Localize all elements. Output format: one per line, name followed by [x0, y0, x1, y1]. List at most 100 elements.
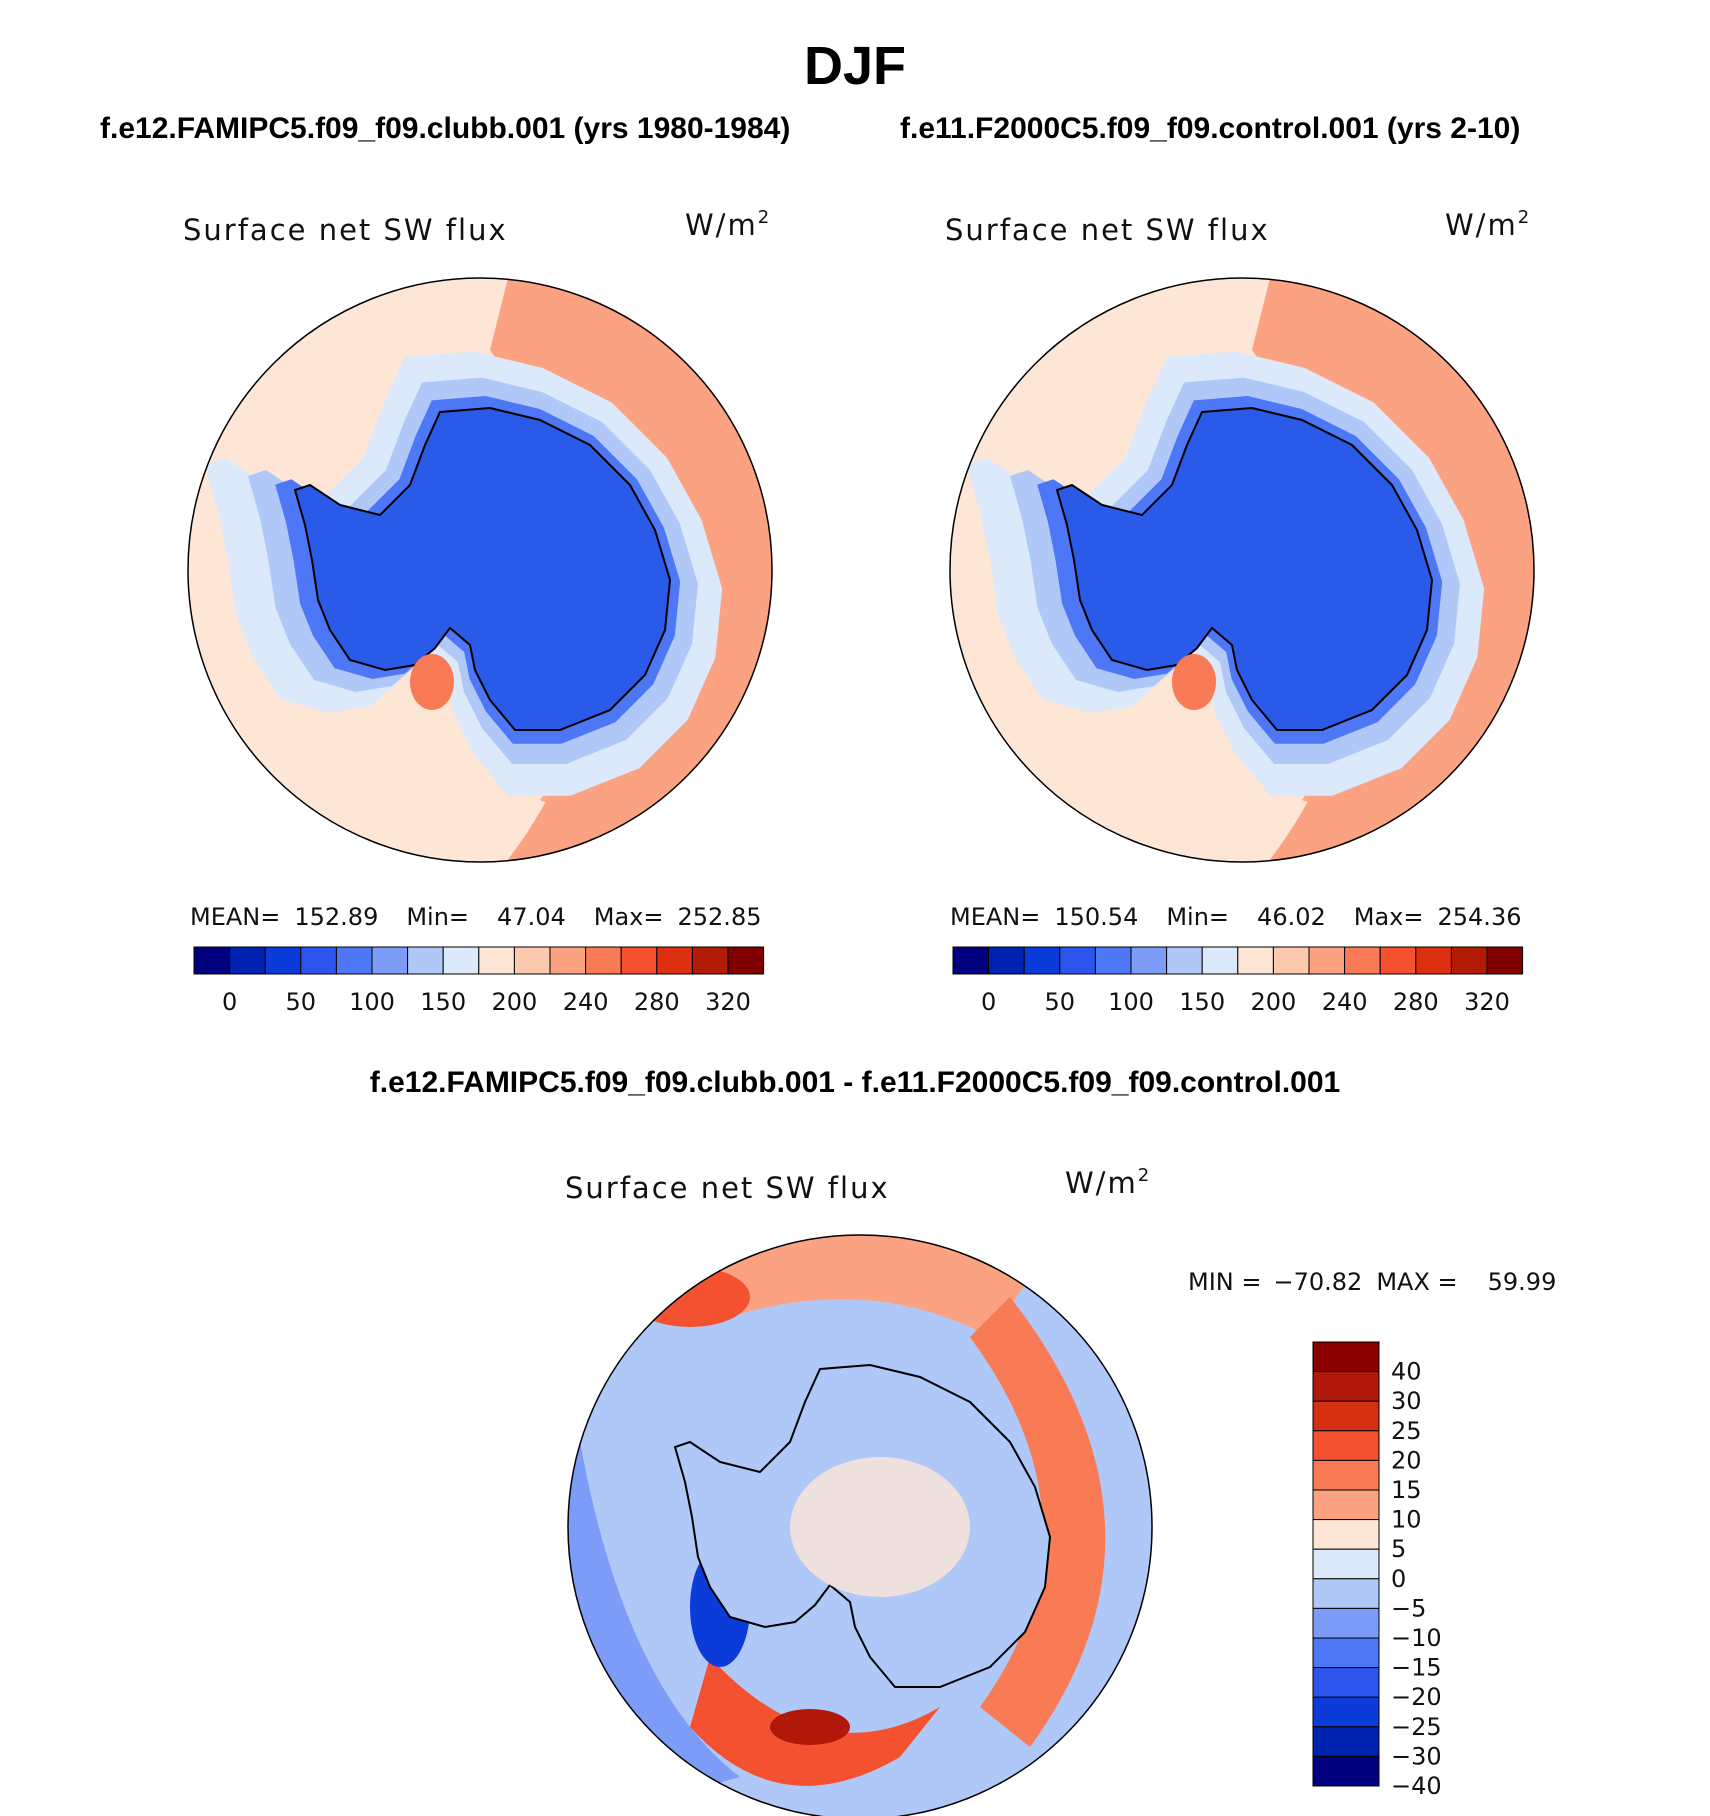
colorbar-tick-label: −15: [1391, 1654, 1442, 1682]
panel-clubb: Surface net SW flux W/m2 MEAN= 152.89 Min=…: [183, 207, 773, 1016]
colorbar-tick-label: 240: [563, 988, 609, 1016]
colorbar-cell: [1312, 1430, 1380, 1461]
colorbar-cell: [1312, 1578, 1380, 1609]
colorbar-cell: [585, 946, 622, 975]
colorbar: 0 50 100 150 200 240 280 320: [952, 946, 1524, 1016]
colorbar-cell: [193, 946, 231, 975]
colorbar-cell: [1312, 1726, 1380, 1757]
colorbar-tick-label: 320: [705, 988, 751, 1016]
colorbar-cell: [407, 946, 444, 975]
colorbar-tick-label: −10: [1391, 1624, 1442, 1652]
panel-units: W/m2: [1445, 207, 1531, 242]
subtitle-right: f.e11.F2000C5.f09_f09.control.001 (yrs 2…: [900, 112, 1520, 145]
colorbar-cell: [1272, 946, 1310, 975]
colorbar-cell: [727, 946, 765, 975]
colorbar-tick-label: 200: [491, 988, 537, 1016]
colorbar-cell: [1201, 946, 1239, 975]
colorbar-tick-label: 10: [1391, 1506, 1422, 1534]
colorbar-tick-label: 15: [1391, 1476, 1422, 1504]
colorbar-cell: [229, 946, 266, 975]
colorbar-tick-label: 5: [1391, 1535, 1406, 1563]
colorbar-tick-label: 20: [1391, 1446, 1422, 1474]
colorbar-cell: [1023, 946, 1061, 975]
colorbar-cell: [478, 946, 515, 975]
colorbar-cell: [620, 946, 658, 975]
subtitle-left: f.e12.FAMIPC5.f09_f09.clubb.001 (yrs 198…: [100, 112, 790, 145]
positive-band-east: [970, 1297, 1106, 1747]
interior-anomaly: [790, 1457, 970, 1597]
colorbar-cell: [1379, 946, 1417, 975]
min-max-line: MIN = −70.82 MAX = 59.99: [1188, 1268, 1556, 1296]
colorbar-cell: [1094, 946, 1132, 975]
colorbar-cell: [1312, 1755, 1380, 1787]
panel-difference: Surface net SW flux W/m2 MIN = −70.82 MAX …: [565, 1165, 1556, 1816]
colorbar-tick-label: −25: [1391, 1713, 1442, 1741]
colorbar-cell: [1312, 1400, 1380, 1432]
map-border: [187, 277, 773, 863]
colorbar-cell: [1312, 1548, 1380, 1580]
panel-units: W/m2: [1065, 1165, 1151, 1200]
antarctica-ice-sheet: [1055, 406, 1434, 731]
colorbar-cell: [1312, 1459, 1380, 1491]
colorbar-cell: [1130, 946, 1168, 975]
warm-patch: [410, 654, 454, 710]
colorbar-cell: [1312, 1519, 1380, 1550]
polar-map: [567, 1234, 1153, 1816]
colorbar-cell: [1486, 946, 1524, 975]
map-field: [188, 278, 772, 862]
colorbar-tick-label: 150: [420, 988, 466, 1016]
colorbar-cell: [1312, 1607, 1380, 1639]
colorbar-tick-label: 0: [1391, 1565, 1406, 1593]
colorbar-tick-label: 240: [1322, 988, 1368, 1016]
colorbar-cell: [1312, 1667, 1380, 1698]
colorbar-cell: [656, 946, 693, 975]
colorbar-cell: [1312, 1489, 1380, 1521]
antarctica-ice-sheet: [293, 406, 672, 731]
colorbar-cell: [1312, 1637, 1380, 1669]
panel-title: Surface net SW flux: [945, 213, 1270, 247]
positive-patch: [630, 1267, 750, 1327]
colorbar-cell: [371, 946, 409, 975]
colorbar-tick-label: 320: [1464, 988, 1510, 1016]
difference-title: f.e12.FAMIPC5.f09_f09.clubb.001 - f.e11.…: [370, 1066, 1340, 1099]
stats-line: MEAN= 150.54 Min= 46.02 Max= 254.36: [950, 903, 1521, 931]
colorbar-tick-label: −5: [1391, 1594, 1426, 1622]
colorbar-tick-label: −30: [1391, 1742, 1442, 1770]
figure-title: DJF: [804, 36, 906, 96]
colorbar-tick-label: 50: [1045, 988, 1076, 1016]
colorbar: 0 50 100 150 200 240 280 320: [193, 946, 765, 1016]
polar-map: [949, 277, 1535, 863]
stats-line: MEAN= 152.89 Min= 47.04 Max= 252.85: [190, 903, 761, 931]
colorbar-cell: [1166, 946, 1203, 975]
colorbar-cell: [264, 946, 302, 975]
warm-patch: [1172, 654, 1216, 710]
colorbar-cell: [988, 946, 1025, 975]
map-field: [568, 1235, 1152, 1816]
panel-units: W/m2: [685, 207, 771, 242]
panel-control: Surface net SW flux W/m2 MEAN= 150.54 Min=…: [945, 207, 1535, 1016]
colorbar-tick-label: 100: [1108, 988, 1154, 1016]
colorbar-tick-label: 280: [634, 988, 680, 1016]
colorbar-tick-label: −40: [1391, 1772, 1442, 1800]
colorbar-tick-label: 150: [1179, 988, 1225, 1016]
map-field: [950, 278, 1534, 862]
colorbar-tick-label: 40: [1391, 1358, 1422, 1386]
colorbar-cell: [300, 946, 337, 975]
peak-patch: [770, 1709, 850, 1745]
colorbar-tick-label: 0: [981, 988, 996, 1016]
colorbar-tick-label: 200: [1250, 988, 1296, 1016]
colorbar-cell: [952, 946, 990, 975]
colorbar-cell: [442, 946, 480, 975]
colorbar-cell: [691, 946, 729, 975]
colorbar-tick-label: −20: [1391, 1683, 1442, 1711]
polar-map: [187, 277, 773, 863]
colorbar-cell: [1312, 1371, 1380, 1402]
colorbar-tick-label: 100: [349, 988, 395, 1016]
colorbar-tick-label: 50: [286, 988, 317, 1016]
colorbar-cell: [1312, 1696, 1380, 1728]
map-border: [567, 1234, 1153, 1816]
map-border: [949, 277, 1535, 863]
colorbar-cell: [1344, 946, 1381, 975]
